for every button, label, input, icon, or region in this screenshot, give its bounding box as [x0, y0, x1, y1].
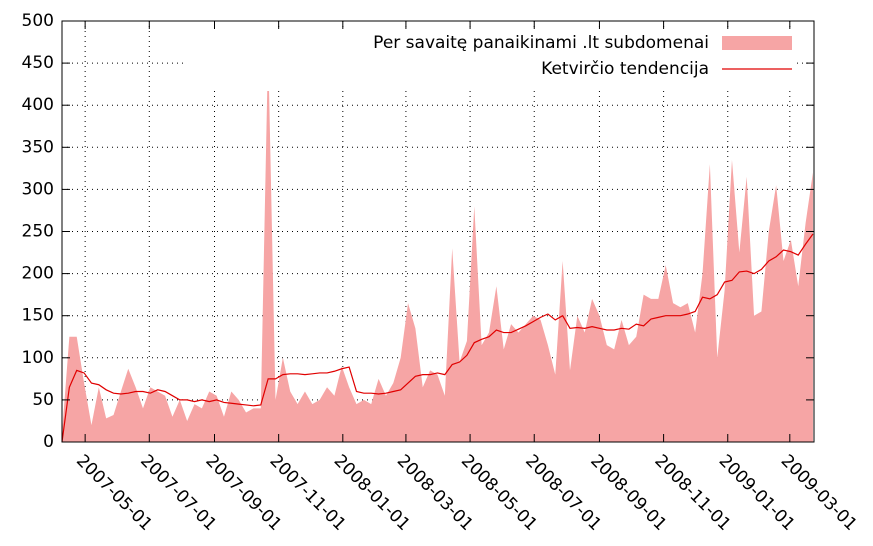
y-tick-label: 100 — [22, 348, 54, 368]
legend: Per savaitę panaikinami .lt subdomenai Ke… — [184, 29, 794, 91]
y-tick-label: 500 — [22, 11, 54, 31]
y-tick-label: 0 — [43, 432, 54, 452]
line — [61, 233, 814, 443]
y-tick-label: 350 — [22, 137, 54, 157]
y-tick-label: 200 — [22, 264, 54, 284]
y-tick-label: 300 — [22, 179, 54, 199]
y-tick-label: 150 — [22, 306, 54, 326]
y-tick-label: 250 — [22, 222, 54, 242]
legend-label: Per savaitę panaikinami .lt subdomenai — [373, 33, 709, 53]
y-tick-label: 400 — [22, 95, 54, 115]
area — [62, 46, 813, 442]
legend-label: Ketvirčio tendencija — [541, 59, 709, 79]
y-tick-label: 450 — [22, 53, 54, 73]
y-tick-label: 50 — [32, 390, 54, 410]
legend-background — [184, 29, 794, 91]
legend-swatch — [722, 36, 792, 50]
